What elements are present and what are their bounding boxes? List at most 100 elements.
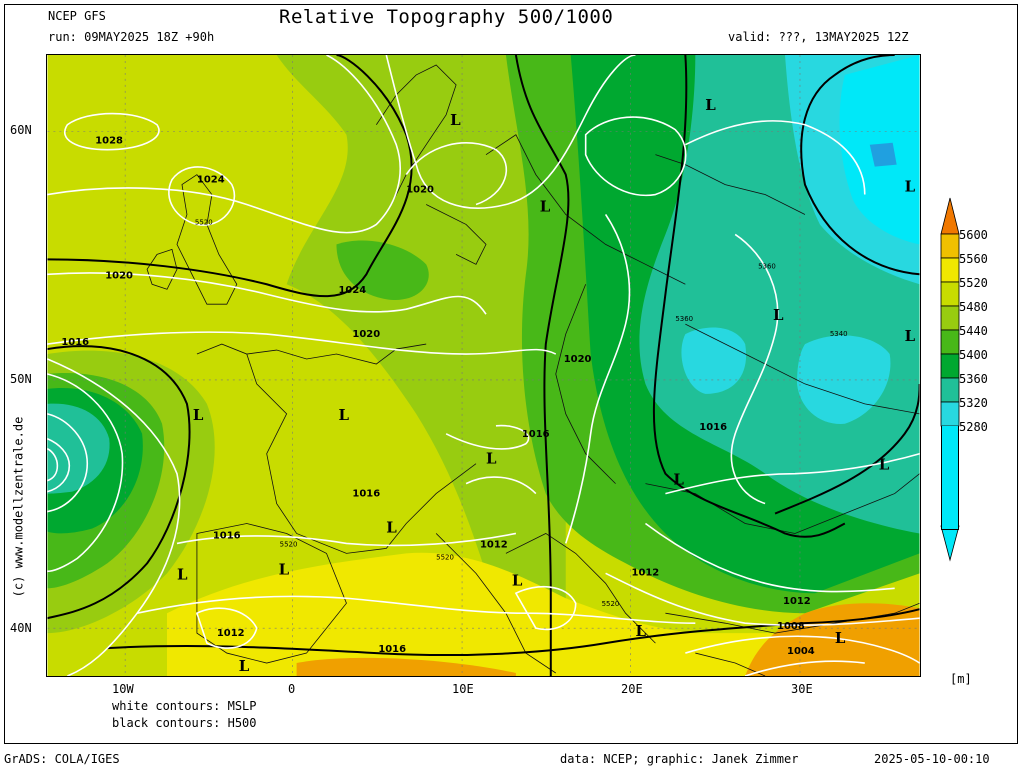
legend-label: 5440 bbox=[959, 324, 988, 338]
lat-label-40n: 40N bbox=[10, 621, 32, 635]
thickness-label: 5520 bbox=[280, 540, 298, 548]
legend-swatch bbox=[940, 353, 960, 379]
low-marker: L bbox=[905, 327, 916, 345]
thickness-labels: 5520 5360 5360 5340 5520 5520 5520 bbox=[195, 218, 848, 608]
low-marker: L bbox=[705, 96, 716, 114]
isobar-label: 1028 bbox=[95, 136, 123, 147]
fill-5280-b bbox=[869, 142, 897, 167]
isobar-label: 1020 bbox=[564, 354, 592, 365]
fill-5440-ger bbox=[336, 240, 429, 300]
low-marker: L bbox=[636, 622, 647, 640]
lon-label-10w: 10W bbox=[112, 682, 134, 696]
run-info: run: 09MAY2025 18Z +90h bbox=[48, 30, 215, 44]
legend-label: 5280 bbox=[959, 420, 988, 434]
fill-5600-sw bbox=[296, 657, 516, 676]
legend-label: 5560 bbox=[959, 252, 988, 266]
low-marker: L bbox=[279, 560, 290, 578]
isobar-label: 1012 bbox=[480, 539, 508, 550]
timestamp: 2025-05-10-00:10 bbox=[874, 752, 990, 766]
color-legend bbox=[940, 197, 960, 562]
legend-swatch bbox=[940, 377, 960, 403]
fill-5360-atlantic bbox=[47, 403, 110, 494]
legend-label: 5480 bbox=[959, 300, 988, 314]
legend-swatch-5280 bbox=[941, 426, 959, 530]
isobar-label: 1020 bbox=[352, 329, 380, 340]
isobar-label: 1016 bbox=[522, 429, 550, 440]
coastlines bbox=[146, 64, 920, 676]
isobar-label: 1020 bbox=[406, 185, 434, 196]
thickness-label: 5520 bbox=[436, 553, 454, 561]
isobar-label: 1024 bbox=[197, 175, 225, 186]
isobar-label: 1008 bbox=[777, 621, 805, 632]
legend-swatch bbox=[940, 233, 960, 259]
legend-swatch bbox=[940, 281, 960, 307]
low-marker: L bbox=[386, 518, 397, 536]
lat-label-60n: 60N bbox=[10, 123, 32, 137]
low-marker: L bbox=[512, 571, 523, 589]
legend-unit: [m] bbox=[950, 672, 972, 686]
model-name: NCEP GFS bbox=[48, 9, 106, 23]
isobar-label: 1012 bbox=[217, 628, 245, 639]
lon-label-20e: 20E bbox=[621, 682, 643, 696]
lon-label-10e: 10E bbox=[452, 682, 474, 696]
watermark: (c) www.modellzentrale.de bbox=[11, 416, 26, 598]
legend-swatch bbox=[940, 401, 960, 427]
isobar-label: 1012 bbox=[783, 596, 811, 607]
grads-credit: GrADS: COLA/IGES bbox=[4, 752, 120, 766]
legend-label: 5520 bbox=[959, 276, 988, 290]
low-marker: L bbox=[450, 111, 461, 129]
isobar-label: 1016 bbox=[699, 422, 727, 433]
thickness-label: 5360 bbox=[675, 315, 693, 323]
thickness-label: 5520 bbox=[195, 218, 213, 226]
low-marker: L bbox=[773, 306, 784, 324]
isobar-label: 1016 bbox=[61, 337, 89, 348]
low-marker: L bbox=[905, 178, 916, 196]
low-marker: L bbox=[835, 629, 846, 647]
data-credit: data: NCEP; graphic: Janek Zimmer bbox=[560, 752, 799, 766]
low-marker: L bbox=[540, 197, 551, 215]
low-marker: L bbox=[673, 471, 684, 489]
thickness-label: 5340 bbox=[830, 330, 848, 338]
legend-swatch bbox=[940, 329, 960, 355]
low-marker: L bbox=[177, 565, 188, 583]
fill-5480-north bbox=[276, 55, 566, 674]
low-marker: L bbox=[239, 657, 250, 675]
isobar-label: 1012 bbox=[632, 567, 660, 578]
valid-time: valid: ???, 13MAY2025 12Z bbox=[728, 30, 909, 44]
mslp-labels: 1028 1024 1020 1024 1020 1016 1020 1016 … bbox=[61, 136, 814, 657]
lon-label-30e: 30E bbox=[791, 682, 813, 696]
legend-swatch bbox=[940, 257, 960, 283]
fill-5560-south bbox=[167, 552, 920, 676]
thickness-label: 5520 bbox=[602, 600, 620, 608]
lat-label-50n: 50N bbox=[10, 372, 32, 386]
lon-label-0: 0 bbox=[288, 682, 296, 696]
isobar-label: 1024 bbox=[338, 285, 366, 296]
contour-note-white: white contours: MSLP bbox=[112, 699, 257, 713]
isobar-label: 1016 bbox=[213, 530, 241, 541]
fill-5320-b bbox=[681, 327, 747, 394]
mslp-isobars bbox=[47, 55, 920, 676]
chart-title: Relative Topography 500/1000 bbox=[279, 6, 614, 28]
thickness-map: 60N 50N 40N L L L L L L L L L L L L L L … bbox=[46, 54, 921, 677]
low-marker: L bbox=[486, 450, 497, 468]
legend-label: 5600 bbox=[959, 228, 988, 242]
graticule bbox=[47, 55, 920, 676]
isobar-label: 1020 bbox=[105, 270, 133, 281]
legend-arrow-top bbox=[940, 197, 960, 235]
legend-label: 5320 bbox=[959, 396, 988, 410]
isobar-label: 1004 bbox=[787, 646, 815, 657]
low-marker: L bbox=[338, 406, 349, 424]
figure-frame bbox=[4, 4, 1018, 744]
legend-label: 5360 bbox=[959, 372, 988, 386]
low-markers: L L L L L L L L L L L L L L L L L L bbox=[177, 96, 916, 675]
low-marker: L bbox=[879, 456, 890, 474]
legend-swatches bbox=[940, 197, 960, 562]
isobar-label: 1016 bbox=[378, 644, 406, 655]
h500-contours bbox=[47, 55, 920, 676]
legend-swatch bbox=[940, 305, 960, 331]
legend-arrow-bottom bbox=[940, 525, 960, 562]
isobar-label: 1016 bbox=[352, 489, 380, 500]
legend-label: 5400 bbox=[959, 348, 988, 362]
low-marker: L bbox=[193, 406, 204, 424]
thickness-label: 5360 bbox=[758, 262, 776, 270]
